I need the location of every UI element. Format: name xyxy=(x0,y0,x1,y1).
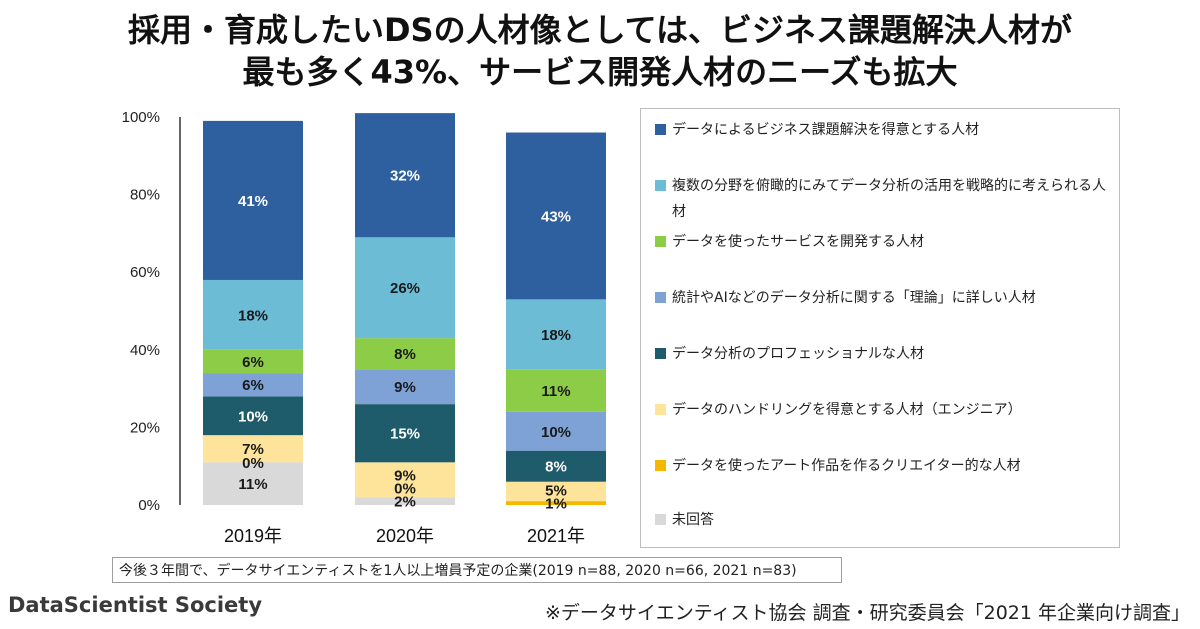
data-label: 18% xyxy=(541,327,571,344)
y-tick-label: 100% xyxy=(122,109,160,126)
bar-segment xyxy=(355,113,455,238)
chart-title-line1: 採用・育成したいDSの人材像としては、ビジネス課題解決人材が xyxy=(127,11,1072,49)
data-label: 41% xyxy=(238,193,268,210)
legend-label: 未回答 xyxy=(672,512,714,528)
data-label: 5% xyxy=(545,483,567,500)
data-label: 7% xyxy=(242,441,264,458)
data-label: 6% xyxy=(242,377,264,394)
data-label: 26% xyxy=(390,280,420,297)
y-tick-label: 80% xyxy=(130,187,160,204)
bar-segment xyxy=(355,497,455,505)
chart-legend: データによるビジネス課題解決を得意とする人材複数の分野を俯瞰的にみてデータ分析の… xyxy=(640,108,1120,548)
legend-swatch xyxy=(655,292,666,303)
bar-segment xyxy=(355,462,455,498)
legend-item: 統計やAIなどのデータ分析に関する「理論」に詳しい人材 xyxy=(655,285,1110,311)
bar-segment xyxy=(506,299,606,370)
legend-item: 複数の分野を俯瞰的にみてデータ分析の活用を戦略的に考えられる人材 xyxy=(655,173,1110,225)
bar-segment xyxy=(203,120,303,280)
legend-swatch xyxy=(655,180,666,191)
data-label: 18% xyxy=(238,307,268,324)
bar-segment xyxy=(355,338,455,370)
legend-swatch xyxy=(655,348,666,359)
bar-segment xyxy=(203,396,303,436)
survey-note: 今後３年間で、データサイエンティストを1人以上増員予定の企業(2019 n=88… xyxy=(112,557,842,583)
datascientist-society-logo: DataScientist Society xyxy=(8,593,263,617)
bar-segment xyxy=(203,462,303,505)
legend-item: データ分析のプロフェッショナルな人材 xyxy=(655,341,1110,367)
data-label: 0% xyxy=(394,481,416,498)
y-tick-label: 20% xyxy=(130,419,160,436)
bar-segment xyxy=(203,435,303,463)
bar-segment xyxy=(203,279,303,350)
data-label: 11% xyxy=(238,476,267,493)
data-label: 0% xyxy=(242,455,264,472)
legend-item: データによるビジネス課題解決を得意とする人材 xyxy=(655,117,1110,143)
data-label: 1% xyxy=(545,496,567,513)
legend-swatch xyxy=(655,124,666,135)
legend-item: データを使ったアート作品を作るクリエイター的な人材 xyxy=(655,453,1110,479)
stacked-bar-chart: 0%20%40%60%80%100%2019年 2020年 2021年11%0%7%… xyxy=(122,109,606,546)
bar-segment xyxy=(355,237,455,339)
bar-segment xyxy=(355,404,455,463)
data-label: 8% xyxy=(545,459,567,476)
bar-segment xyxy=(506,501,606,505)
legend-item: データを使ったサービスを開発する人材 xyxy=(655,229,1110,255)
data-label: 8% xyxy=(394,346,416,363)
y-tick-label: 60% xyxy=(130,264,160,281)
legend-label: データ分析のプロフェッショナルな人材 xyxy=(672,346,924,362)
bar-segment xyxy=(506,411,606,451)
data-label: 9% xyxy=(394,379,416,396)
x-category-label: 2020年 xyxy=(376,526,434,546)
data-label: 11% xyxy=(541,383,570,400)
y-tick-label: 0% xyxy=(138,497,160,514)
legend-label: 複数の分野を俯瞰的にみてデータ分析の活用を戦略的に考えられる人材 xyxy=(672,178,1106,220)
legend-label: データを使ったサービスを開発する人材 xyxy=(672,234,924,250)
bar-segment xyxy=(506,450,606,482)
bar-segment xyxy=(203,349,303,374)
legend-swatch xyxy=(655,460,666,471)
bar-segment xyxy=(506,132,606,300)
bar-segment xyxy=(506,369,606,412)
bar-segment xyxy=(203,373,303,397)
legend-item: データのハンドリングを得意とする人材（エンジニア） xyxy=(655,397,1110,423)
bar-segment xyxy=(506,481,606,502)
legend-label: データのハンドリングを得意とする人材（エンジニア） xyxy=(672,402,1022,418)
y-tick-label: 40% xyxy=(130,342,160,359)
x-category-label: 2021年 xyxy=(527,526,585,546)
data-label: 10% xyxy=(238,408,268,425)
x-category-label: 2019年 xyxy=(224,526,282,546)
data-label: 9% xyxy=(394,468,416,485)
legend-swatch xyxy=(655,404,666,415)
legend-label: 統計やAIなどのデータ分析に関する「理論」に詳しい人材 xyxy=(672,290,1036,306)
legend-swatch xyxy=(655,514,666,525)
data-label: 6% xyxy=(242,354,264,371)
data-label: 15% xyxy=(390,426,420,443)
data-label: 43% xyxy=(541,208,571,225)
legend-label: データを使ったアート作品を作るクリエイター的な人材 xyxy=(672,458,1021,474)
legend-swatch xyxy=(655,236,666,247)
bar-segment xyxy=(355,369,455,405)
data-label: 10% xyxy=(541,424,571,441)
data-label: 32% xyxy=(390,168,420,185)
chart-title-line2: 最も多く43%、サービス開発人材のニーズも拡大 xyxy=(242,53,958,91)
legend-item: 未回答 xyxy=(655,507,1110,533)
legend-label: データによるビジネス課題解決を得意とする人材 xyxy=(672,122,980,138)
data-label: 2% xyxy=(394,494,416,511)
source-caption: ※データサイエンティスト協会 調査・研究委員会「2021 年企業向け調査」 xyxy=(544,602,1190,624)
